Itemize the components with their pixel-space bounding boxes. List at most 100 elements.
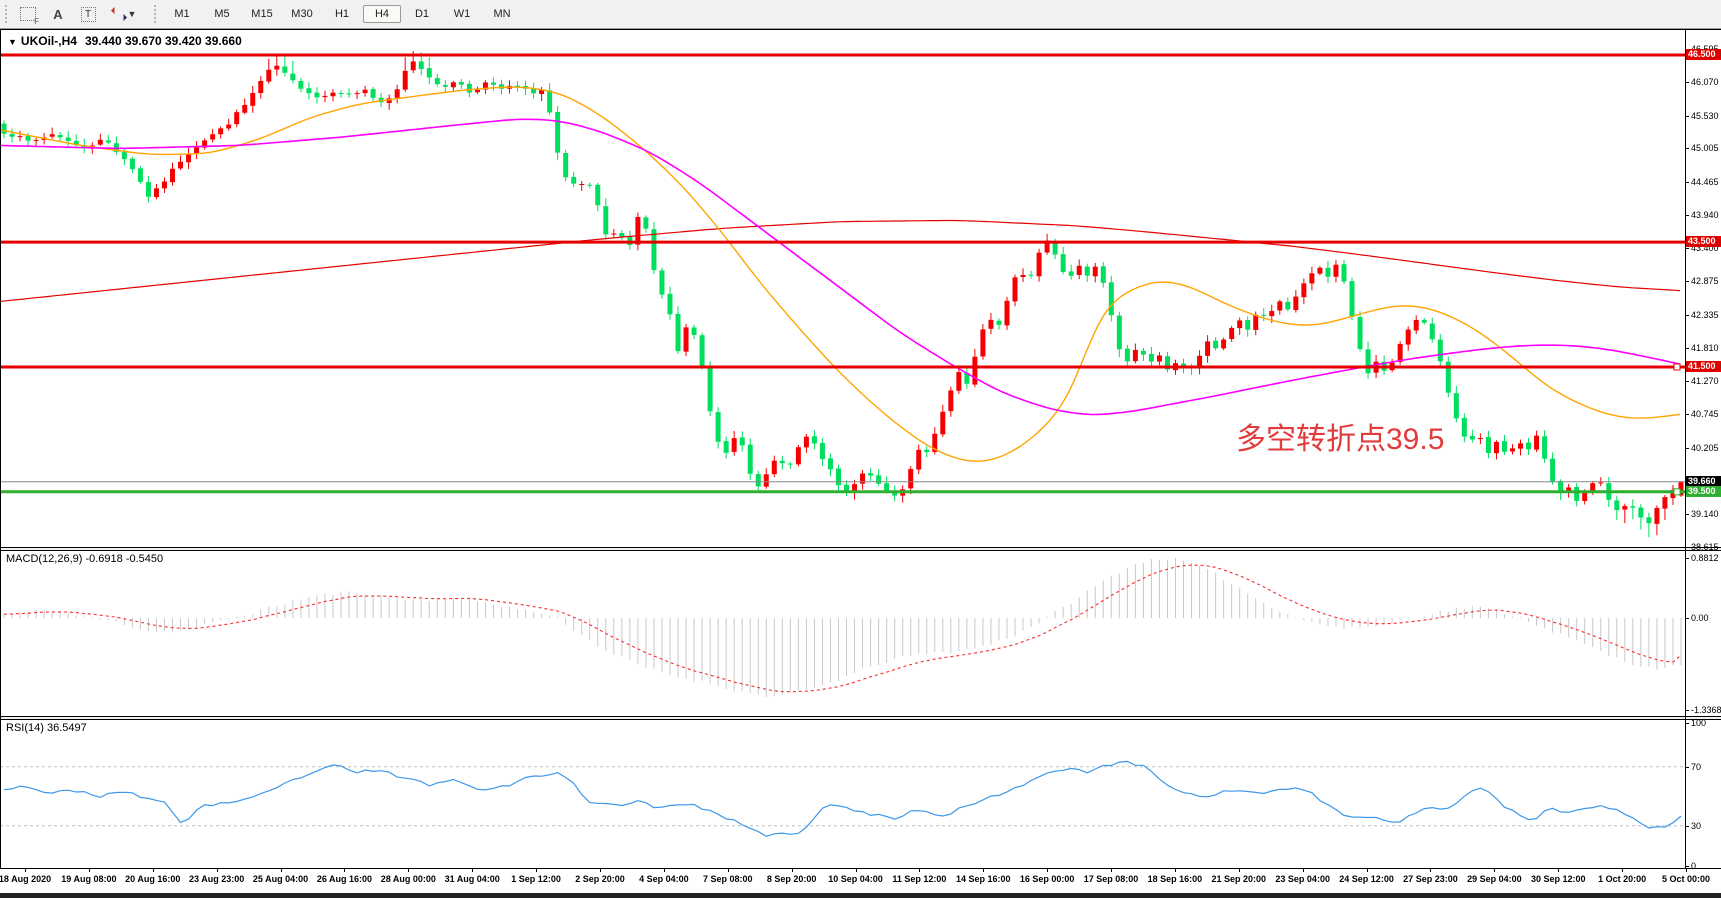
price-axis-tick <box>1685 281 1689 283</box>
chart-text-annotation[interactable]: 多空转折点39.5 <box>1236 423 1445 456</box>
rsi-panel[interactable]: RSI(14) 36.5497 <box>0 719 1721 868</box>
panel-border <box>0 719 1721 720</box>
time-axis-tick <box>1686 868 1687 872</box>
timeframe-button-D1[interactable]: D1 <box>414 8 430 20</box>
price-badge-41.500: 41.500 <box>1686 360 1721 372</box>
price-axis-tick <box>1685 148 1689 150</box>
time-axis-label: 4 Sep 04:00 <box>639 874 689 884</box>
time-axis-label: 28 Aug 00:00 <box>380 874 436 884</box>
macd-axis-label: 0.8812 <box>1691 552 1719 563</box>
price-axis-tick <box>1685 347 1689 349</box>
text-tool-button[interactable]: A <box>44 2 72 26</box>
time-axis-tick <box>855 868 857 872</box>
toolbar-grip[interactable] <box>4 4 9 24</box>
price-axis-tick <box>1685 381 1689 383</box>
time-axis-label: 2 Sep 20:00 <box>575 874 625 884</box>
time-axis-label: 14 Sep 16:00 <box>955 874 1011 884</box>
dropdown-caret-icon: ▼ <box>127 9 137 19</box>
time-axis-label: 31 Aug 04:00 <box>444 874 500 884</box>
price-axis-tick <box>1685 447 1689 449</box>
arrow-objects-button[interactable]: ▼ <box>104 2 144 26</box>
timeframe-button-M1[interactable]: M1 <box>174 8 190 20</box>
price-badge-39.500: 39.500 <box>1686 485 1721 497</box>
text-label-tool-button[interactable]: T <box>74 2 102 26</box>
timeframe-button-M5[interactable]: M5 <box>214 8 230 20</box>
time-axis-tick <box>1174 868 1176 872</box>
price-axis-label: 41.270 <box>1691 376 1719 387</box>
arrow-objects-icon <box>110 6 127 22</box>
rsi-label: RSI(14) 36.5497 <box>6 722 87 734</box>
panel-border <box>0 29 1721 30</box>
time-axis-label: 24 Sep 12:00 <box>1339 874 1394 884</box>
time-axis-tick <box>1430 868 1432 872</box>
time-axis-tick <box>1302 868 1304 872</box>
macd-axis-label: 0.00 <box>1691 613 1709 623</box>
timeframe-button-H1[interactable]: H1 <box>334 8 350 20</box>
panel-splitter[interactable] <box>0 547 1721 548</box>
rsi-axis-tick <box>1685 825 1689 827</box>
macd-label: MACD(12,26,9) -0.6918 -0.5450 <box>6 553 164 565</box>
price-axis-tick <box>1685 248 1689 250</box>
panel-border <box>0 550 1721 551</box>
time-axis-tick <box>472 868 474 872</box>
timeframe-button-H4[interactable]: H4 <box>363 5 401 23</box>
rsi-axis-tick <box>1685 766 1689 768</box>
fibonacci-tool-button[interactable]: F <box>14 2 42 26</box>
main-chart-panel[interactable]: ▼ UKOil-,H4 39.440 39.670 39.420 39.660 <box>0 29 1721 547</box>
fibonacci-tool-icon: F <box>20 7 39 26</box>
window-left-border <box>0 29 1 868</box>
time-axis-label: 27 Sep 23:00 <box>1403 874 1458 884</box>
panel-splitter[interactable] <box>0 716 1721 717</box>
macd-axis-tick <box>1685 709 1689 711</box>
price-axis-label: 41.810 <box>1691 342 1719 353</box>
price-axis-label: 42.335 <box>1691 309 1719 320</box>
time-axis-label: 19 Aug 08:00 <box>61 874 117 884</box>
time-axis-label: 16 Sep 00:00 <box>1019 874 1075 884</box>
time-axis[interactable]: 18 Aug 2020 19 Aug 08:00 20 Aug 16:00 23 Au… <box>0 868 1721 893</box>
time-axis-tick <box>1047 868 1049 872</box>
text-tool-icon: A <box>53 6 63 22</box>
time-axis-tick <box>344 868 346 872</box>
time-axis-tick <box>25 868 26 872</box>
rsi-axis-label: 30 <box>1691 820 1702 831</box>
time-axis-label: 10 Sep 04:00 <box>828 874 883 884</box>
chart-collapse-icon[interactable]: ▼ <box>8 37 17 47</box>
price-axis-tick <box>1685 414 1689 416</box>
window-bottom-edge <box>0 893 1721 898</box>
rsi-chart-canvas[interactable] <box>0 719 1721 868</box>
timeframe-button-M15[interactable]: M15 <box>251 8 273 20</box>
time-axis-label: 20 Aug 16:00 <box>125 874 181 884</box>
time-axis-tick <box>536 868 538 872</box>
price-badge-43.500: 43.500 <box>1686 236 1721 248</box>
chart-title: ▼ UKOil-,H4 39.440 39.670 39.420 39.660 <box>8 34 242 48</box>
time-axis-tick <box>1111 868 1113 872</box>
time-axis-label: 1 Oct 20:00 <box>1598 874 1647 884</box>
time-axis-label: 29 Sep 04:00 <box>1467 874 1522 884</box>
timeframe-button-MN[interactable]: MN <box>493 8 511 20</box>
timeframe-toolbar: M1 M5 M15 M30 H1 H4 D1 W1 MN <box>162 5 522 23</box>
timeframe-button-M30[interactable]: M30 <box>291 8 313 20</box>
price-axis-label: 44.465 <box>1691 176 1719 187</box>
price-axis-label: 45.005 <box>1691 143 1719 154</box>
rsi-axis-label: 100 <box>1691 717 1707 728</box>
price-axis-label: 39.140 <box>1691 509 1719 520</box>
time-axis-label: 11 Sep 12:00 <box>892 874 947 884</box>
time-axis-tick <box>152 868 154 872</box>
time-axis-tick <box>727 868 729 872</box>
price-axis-label: 43.940 <box>1691 209 1719 220</box>
price-axis-label: 45.530 <box>1691 110 1719 121</box>
candlestick-chart-canvas[interactable] <box>0 29 1721 547</box>
toolbar-grip[interactable] <box>153 4 158 24</box>
timeframe-button-W1[interactable]: W1 <box>453 8 471 20</box>
symbol-title: UKOil-,H4 <box>20 34 77 48</box>
time-axis-label: 23 Sep 04:00 <box>1275 874 1330 884</box>
price-axis-tick <box>1685 214 1689 216</box>
time-axis-label: 18 Aug 2020 <box>0 874 52 884</box>
macd-axis-tick <box>1685 618 1689 619</box>
price-axis-label: 40.205 <box>1691 442 1719 453</box>
time-axis-tick <box>216 868 218 872</box>
macd-chart-canvas[interactable] <box>0 550 1721 716</box>
time-axis-label: 5 Oct 00:00 <box>1661 874 1711 884</box>
macd-panel[interactable]: MACD(12,26,9) -0.6918 -0.5450 <box>0 550 1721 716</box>
